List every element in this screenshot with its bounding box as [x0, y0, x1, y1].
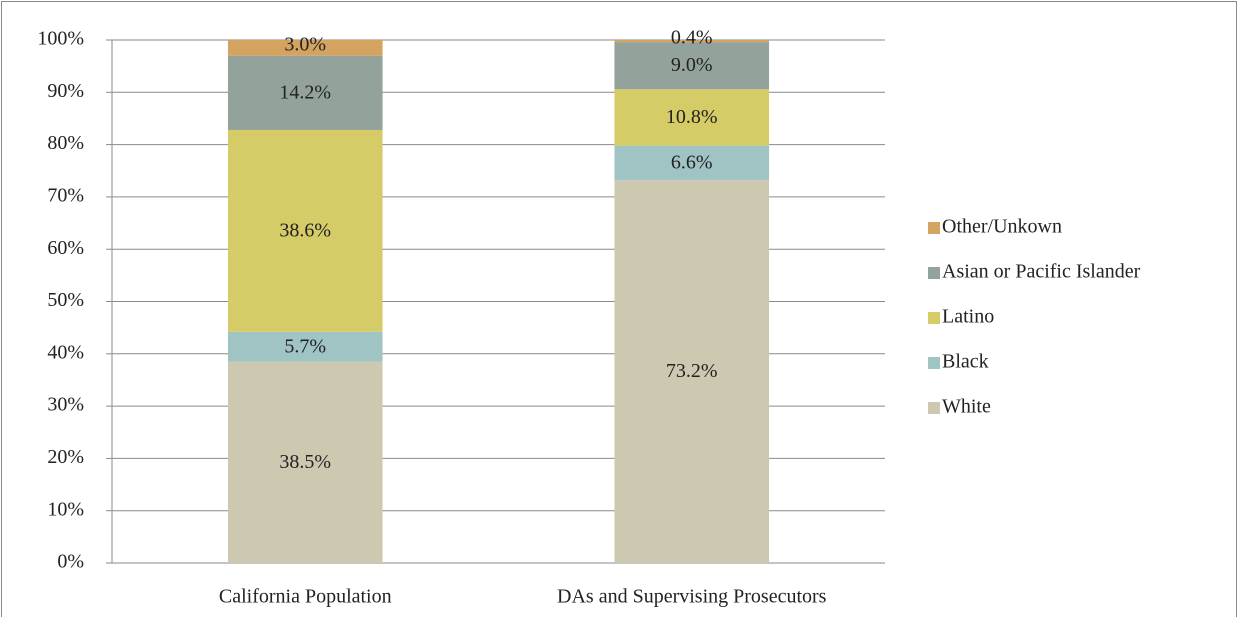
y-tick-label: 0% — [57, 551, 84, 573]
x-tick-label: DAs and Supervising Prosecutors — [557, 586, 827, 608]
x-tick-label: California Population — [219, 586, 392, 608]
legend-label: White — [942, 396, 991, 418]
y-tick-label: 50% — [47, 289, 84, 311]
bar-segment — [227, 40, 383, 56]
legend-swatch — [928, 357, 940, 369]
data-label: 9.0% — [671, 54, 713, 76]
legend-label: Other/Unkown — [942, 216, 1062, 238]
y-tick-label: 90% — [47, 80, 84, 102]
data-label: 38.6% — [279, 219, 331, 241]
data-label: 14.2% — [279, 81, 331, 103]
bar-segment — [614, 145, 770, 181]
bar-segment — [614, 89, 770, 146]
data-label: 0.4% — [671, 27, 713, 49]
legend-swatch — [928, 312, 940, 324]
data-label: 6.6% — [671, 151, 713, 173]
y-tick-label: 20% — [47, 446, 84, 468]
data-label: 73.2% — [666, 360, 718, 382]
legend-label: Latino — [942, 306, 994, 328]
y-tick-label: 80% — [47, 132, 84, 154]
y-tick-label: 30% — [47, 394, 84, 416]
bar-segment — [614, 180, 770, 563]
bar-segment — [614, 40, 770, 43]
legend-swatch — [928, 267, 940, 279]
y-tick-label: 10% — [47, 498, 84, 520]
data-label: 38.5% — [279, 451, 331, 473]
data-label: 10.8% — [666, 106, 718, 128]
bar-segment — [614, 42, 770, 90]
bar-segment — [227, 361, 383, 563]
y-tick-label: 70% — [47, 184, 84, 206]
legend-swatch — [928, 222, 940, 234]
bar-segment — [227, 55, 383, 130]
legend-label: Black — [942, 351, 989, 373]
bar-segment — [227, 331, 383, 362]
legend-label: Asian or Pacific Islander — [942, 261, 1141, 283]
data-label: 5.7% — [284, 335, 326, 357]
data-label: 3.0% — [284, 33, 326, 55]
y-tick-label: 100% — [37, 28, 84, 50]
legend-swatch — [928, 402, 940, 414]
y-tick-label: 40% — [47, 341, 84, 363]
y-tick-label: 60% — [47, 237, 84, 259]
bar-segment — [227, 129, 383, 332]
